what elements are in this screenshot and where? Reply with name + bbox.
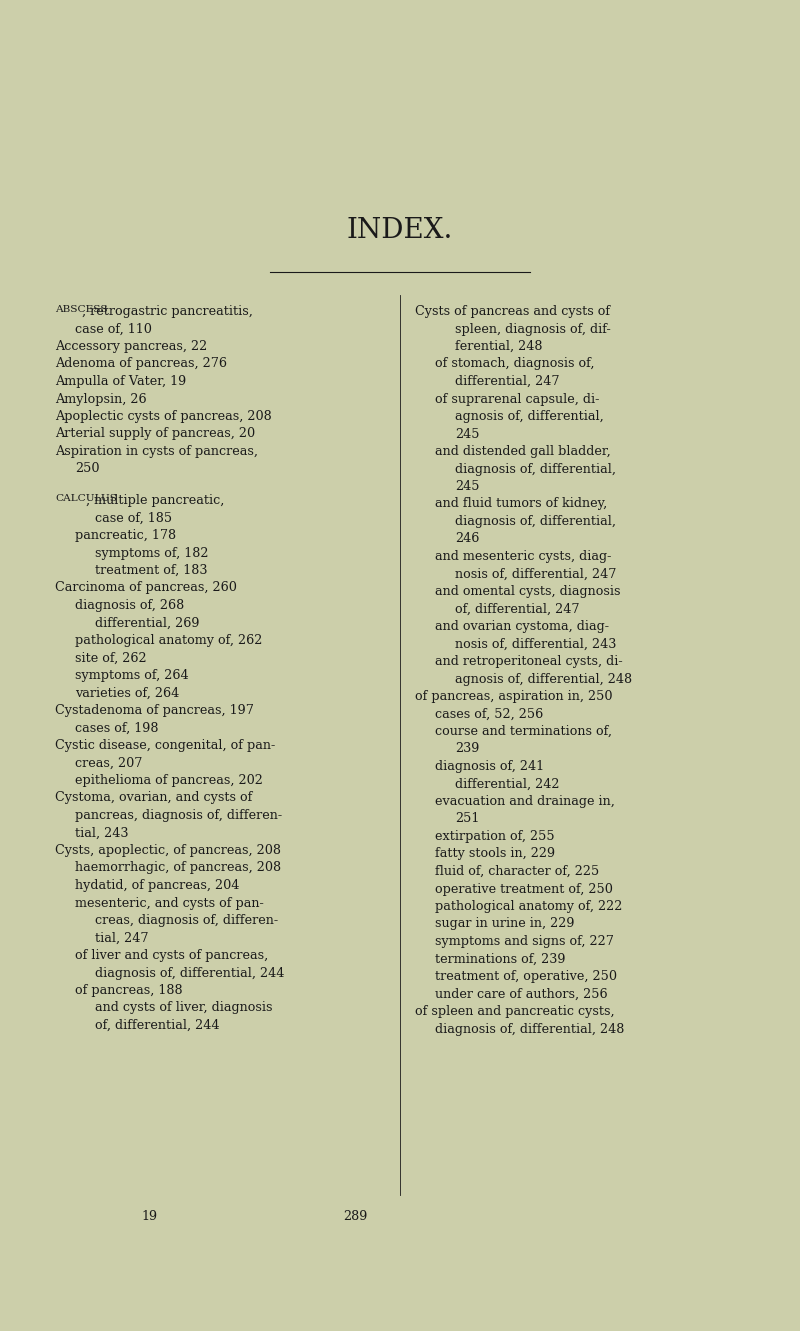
Text: Cystic disease, congenital, of pan-: Cystic disease, congenital, of pan- [55, 739, 275, 752]
Text: of pancreas, 188: of pancreas, 188 [75, 984, 182, 997]
Text: differential, 247: differential, 247 [455, 375, 559, 389]
Text: and ovarian cystoma, diag-: and ovarian cystoma, diag- [435, 620, 609, 634]
Text: nosis of, differential, 247: nosis of, differential, 247 [455, 567, 616, 580]
Text: terminations of, 239: terminations of, 239 [435, 953, 566, 965]
Text: diagnosis of, differential, 244: diagnosis of, differential, 244 [95, 966, 284, 980]
Text: diagnosis of, 241: diagnosis of, 241 [435, 760, 544, 773]
Text: course and terminations of,: course and terminations of, [435, 725, 612, 737]
Text: 239: 239 [455, 743, 479, 756]
Text: and fluid tumors of kidney,: and fluid tumors of kidney, [435, 498, 607, 511]
Text: of, differential, 247: of, differential, 247 [455, 603, 579, 615]
Text: creas, 207: creas, 207 [75, 756, 142, 769]
Text: Cystoma, ovarian, and cysts of: Cystoma, ovarian, and cysts of [55, 792, 252, 804]
Text: 245: 245 [455, 427, 479, 441]
Text: Adenoma of pancreas, 276: Adenoma of pancreas, 276 [55, 358, 227, 370]
Text: treatment of, operative, 250: treatment of, operative, 250 [435, 970, 617, 984]
Text: symptoms of, 264: symptoms of, 264 [75, 669, 189, 681]
Text: extirpation of, 255: extirpation of, 255 [435, 831, 554, 843]
Text: spleen, diagnosis of, dif-: spleen, diagnosis of, dif- [455, 322, 610, 335]
Text: of, differential, 244: of, differential, 244 [95, 1020, 219, 1032]
Text: Cysts, apoplectic, of pancreas, 208: Cysts, apoplectic, of pancreas, 208 [55, 844, 281, 857]
Text: 245: 245 [455, 480, 479, 492]
Text: evacuation and drainage in,: evacuation and drainage in, [435, 795, 615, 808]
Text: Cysts of pancreas and cysts of: Cysts of pancreas and cysts of [415, 305, 610, 318]
Text: ferential, 248: ferential, 248 [455, 339, 542, 353]
Text: operative treatment of, 250: operative treatment of, 250 [435, 882, 613, 896]
Text: tial, 243: tial, 243 [75, 827, 129, 840]
Text: Accessory pancreas, 22: Accessory pancreas, 22 [55, 339, 207, 353]
Text: of pancreas, aspiration in, 250: of pancreas, aspiration in, 250 [415, 689, 613, 703]
Text: and cysts of liver, diagnosis: and cysts of liver, diagnosis [95, 1001, 273, 1014]
Text: 250: 250 [75, 462, 99, 475]
Text: epithelioma of pancreas, 202: epithelioma of pancreas, 202 [75, 775, 263, 787]
Text: 246: 246 [455, 532, 479, 546]
Text: , retrogastric pancreatitis,: , retrogastric pancreatitis, [82, 305, 253, 318]
Text: of spleen and pancreatic cysts,: of spleen and pancreatic cysts, [415, 1005, 614, 1018]
Text: differential, 269: differential, 269 [95, 616, 199, 630]
Text: pathological anatomy of, 262: pathological anatomy of, 262 [75, 634, 262, 647]
Text: Arterial supply of pancreas, 20: Arterial supply of pancreas, 20 [55, 427, 255, 441]
Text: case of, 110: case of, 110 [75, 322, 152, 335]
Text: 289: 289 [343, 1210, 367, 1223]
Text: fluid of, character of, 225: fluid of, character of, 225 [435, 865, 599, 878]
Text: cases of, 198: cases of, 198 [75, 721, 158, 735]
Text: diagnosis of, differential, 248: diagnosis of, differential, 248 [435, 1022, 624, 1036]
Text: diagnosis of, 268: diagnosis of, 268 [75, 599, 184, 612]
Text: fatty stools in, 229: fatty stools in, 229 [435, 848, 555, 861]
Text: pancreas, diagnosis of, differen-: pancreas, diagnosis of, differen- [75, 809, 282, 823]
Text: under care of authors, 256: under care of authors, 256 [435, 988, 608, 1001]
Text: agnosis of, differential, 248: agnosis of, differential, 248 [455, 672, 632, 685]
Text: ABSCESS: ABSCESS [55, 305, 108, 314]
Text: and mesenteric cysts, diag-: and mesenteric cysts, diag- [435, 550, 611, 563]
Text: site of, 262: site of, 262 [75, 651, 146, 664]
Text: of liver and cysts of pancreas,: of liver and cysts of pancreas, [75, 949, 268, 962]
Text: sugar in urine in, 229: sugar in urine in, 229 [435, 917, 574, 930]
Text: creas, diagnosis of, differen-: creas, diagnosis of, differen- [95, 914, 278, 926]
Text: diagnosis of, differential,: diagnosis of, differential, [455, 462, 616, 475]
Text: mesenteric, and cysts of pan-: mesenteric, and cysts of pan- [75, 897, 264, 909]
Text: of suprarenal capsule, di-: of suprarenal capsule, di- [435, 393, 599, 406]
Text: Cystadenoma of pancreas, 197: Cystadenoma of pancreas, 197 [55, 704, 254, 717]
Text: diagnosis of, differential,: diagnosis of, differential, [455, 515, 616, 528]
Text: Apoplectic cysts of pancreas, 208: Apoplectic cysts of pancreas, 208 [55, 410, 272, 423]
Text: , multiple pancreatic,: , multiple pancreatic, [86, 494, 225, 507]
Text: 19: 19 [142, 1210, 158, 1223]
Text: differential, 242: differential, 242 [455, 777, 559, 791]
Text: hydatid, of pancreas, 204: hydatid, of pancreas, 204 [75, 878, 239, 892]
Text: CALCULUS: CALCULUS [55, 494, 117, 503]
Text: INDEX.: INDEX. [347, 217, 453, 244]
Text: and omental cysts, diagnosis: and omental cysts, diagnosis [435, 586, 621, 598]
Text: pancreatic, 178: pancreatic, 178 [75, 528, 176, 542]
Text: of stomach, diagnosis of,: of stomach, diagnosis of, [435, 358, 594, 370]
Text: Ampulla of Vater, 19: Ampulla of Vater, 19 [55, 375, 186, 389]
Text: tial, 247: tial, 247 [95, 932, 149, 945]
Text: Amylopsin, 26: Amylopsin, 26 [55, 393, 146, 406]
Text: haemorrhagic, of pancreas, 208: haemorrhagic, of pancreas, 208 [75, 861, 281, 874]
Text: Aspiration in cysts of pancreas,: Aspiration in cysts of pancreas, [55, 445, 258, 458]
Text: cases of, 52, 256: cases of, 52, 256 [435, 708, 543, 720]
Text: nosis of, differential, 243: nosis of, differential, 243 [455, 638, 616, 651]
Text: pathological anatomy of, 222: pathological anatomy of, 222 [435, 900, 622, 913]
Text: treatment of, 183: treatment of, 183 [95, 564, 207, 578]
Text: Carcinoma of pancreas, 260: Carcinoma of pancreas, 260 [55, 582, 237, 595]
Text: agnosis of, differential,: agnosis of, differential, [455, 410, 604, 423]
Text: and retroperitoneal cysts, di-: and retroperitoneal cysts, di- [435, 655, 622, 668]
Text: symptoms of, 182: symptoms of, 182 [95, 547, 209, 559]
Text: 251: 251 [455, 812, 479, 825]
Text: varieties of, 264: varieties of, 264 [75, 687, 179, 700]
Text: and distended gall bladder,: and distended gall bladder, [435, 445, 610, 458]
Text: symptoms and signs of, 227: symptoms and signs of, 227 [435, 934, 614, 948]
Text: case of, 185: case of, 185 [95, 511, 172, 524]
